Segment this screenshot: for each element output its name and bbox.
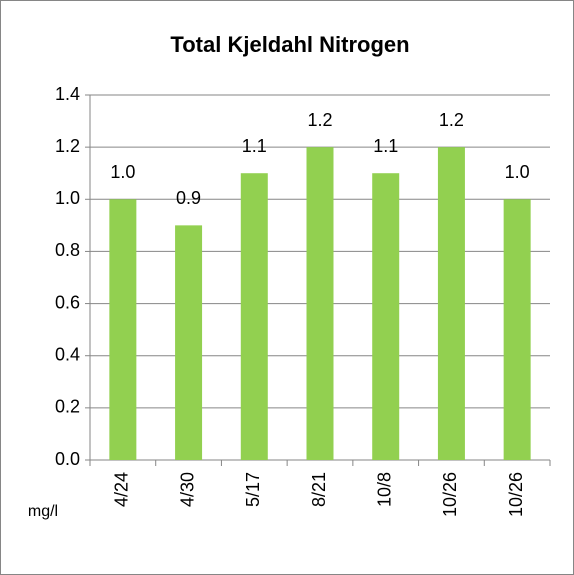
bar (372, 173, 400, 460)
bar (437, 147, 465, 460)
y-tick-label: 1.4 (55, 84, 80, 104)
y-tick-label: 0.8 (55, 240, 80, 260)
chart-title: Total Kjeldahl Nitrogen (170, 32, 409, 57)
data-label: 1.1 (242, 136, 267, 156)
y-tick-label: 0.6 (55, 292, 80, 312)
x-tick-label: 5/17 (243, 472, 263, 507)
bar (175, 225, 203, 460)
data-label: 1.0 (110, 162, 135, 182)
x-tick-label: 4/24 (112, 472, 132, 507)
x-tick-label: 10/26 (506, 472, 526, 517)
data-label: 1.2 (439, 110, 464, 130)
y-tick-label: 0.4 (55, 344, 80, 364)
data-label: 1.2 (307, 110, 332, 130)
x-tick-label: 10/26 (440, 472, 460, 517)
bar (109, 199, 137, 461)
data-label: 0.9 (176, 188, 201, 208)
data-label: 1.0 (505, 162, 530, 182)
bar (306, 147, 334, 460)
x-tick-label: 8/21 (309, 472, 329, 507)
y-tick-label: 0.0 (55, 449, 80, 469)
unit-label: mg/l (28, 503, 58, 520)
y-tick-label: 1.0 (55, 188, 80, 208)
x-tick-label: 4/30 (177, 472, 197, 507)
y-tick-label: 0.2 (55, 397, 80, 417)
x-tick-label: 10/8 (374, 472, 394, 507)
data-label: 1.1 (373, 136, 398, 156)
y-tick-label: 1.2 (55, 136, 80, 156)
bar (240, 173, 268, 460)
bar (503, 199, 531, 461)
